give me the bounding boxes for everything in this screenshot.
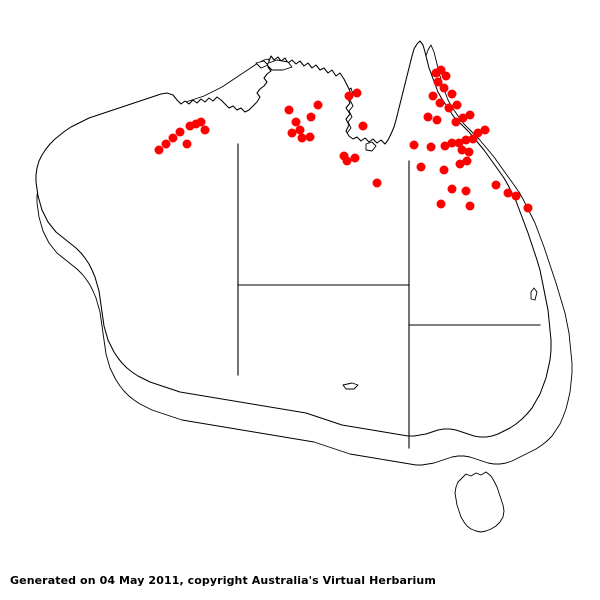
occurrence-point: [182, 139, 192, 149]
occurrence-point: [444, 103, 454, 113]
kangaroo-island: [342, 382, 359, 390]
occurrence-point: [161, 139, 171, 149]
occurrence-point: [344, 91, 354, 101]
caption-text: Generated on 04 May 2011, copyright Aust…: [10, 574, 436, 587]
occurrence-point: [462, 156, 472, 166]
australia-coast-drawn: [35, 40, 552, 438]
bathurst-island: [255, 60, 269, 69]
occurrence-point: [461, 135, 471, 145]
occurrence-point: [342, 156, 352, 166]
occurrence-point: [416, 162, 426, 172]
occurrence-point: [439, 83, 449, 93]
occurrence-point: [154, 145, 164, 155]
occurrence-point: [452, 100, 462, 110]
tasmania-outline: [454, 471, 505, 533]
occurrence-point: [451, 117, 461, 127]
occurrence-point: [447, 138, 457, 148]
occurrence-point: [433, 77, 443, 87]
occurrence-point: [196, 117, 206, 127]
occurrence-point: [200, 125, 210, 135]
occurrence-point: [432, 115, 442, 125]
fraser-island: [530, 287, 538, 301]
occurrence-point: [457, 145, 467, 155]
occurrence-point: [352, 88, 362, 98]
occurrence-point: [313, 100, 323, 110]
occurrence-point: [465, 110, 475, 120]
occurrence-point: [435, 98, 445, 108]
occurrence-point: [297, 133, 307, 143]
occurrence-point: [440, 141, 450, 151]
occurrence-point: [350, 153, 360, 163]
occurrence-point: [372, 178, 382, 188]
occurrence-point: [305, 132, 315, 142]
melville-island: [265, 59, 293, 71]
occurrence-point: [503, 188, 513, 198]
occurrence-point: [454, 138, 464, 148]
occurrence-point: [287, 128, 297, 138]
caption-bar: Generated on 04 May 2011, copyright Aust…: [0, 566, 600, 600]
occurrence-point: [464, 147, 474, 157]
occurrence-point: [175, 127, 185, 137]
occurrence-point: [458, 113, 468, 123]
occurrence-point: [473, 128, 483, 138]
state-borders-group: [237, 143, 541, 449]
occurrence-point: [447, 89, 457, 99]
occurrence-point: [428, 91, 438, 101]
occurrence-point: [468, 134, 478, 144]
occurrence-point: [291, 117, 301, 127]
occurrence-point: [441, 71, 451, 81]
occurrence-point: [447, 184, 457, 194]
occurrence-point: [409, 140, 419, 150]
occurrence-point: [523, 203, 533, 213]
occurrence-point: [461, 186, 471, 196]
occurrence-point: [306, 112, 316, 122]
occurrence-point: [436, 199, 446, 209]
occurrence-point: [358, 121, 368, 131]
occurrence-points-group: [154, 65, 533, 213]
groote-eylandt: [365, 141, 377, 152]
small-islands-group: [255, 59, 538, 390]
occurrence-point: [284, 105, 294, 115]
occurrence-point: [168, 133, 178, 143]
occurrence-point: [439, 165, 449, 175]
tasmania-group: [454, 471, 505, 533]
occurrence-point: [491, 180, 501, 190]
occurrence-point: [455, 159, 465, 169]
occurrence-point: [295, 125, 305, 135]
occurrence-point: [465, 201, 475, 211]
occurrence-point: [426, 142, 436, 152]
australia-mainland: [35, 40, 552, 438]
occurrence-point: [423, 112, 433, 122]
occurrence-point: [480, 125, 490, 135]
occurrence-point: [511, 191, 521, 201]
occurrence-point: [436, 65, 446, 75]
